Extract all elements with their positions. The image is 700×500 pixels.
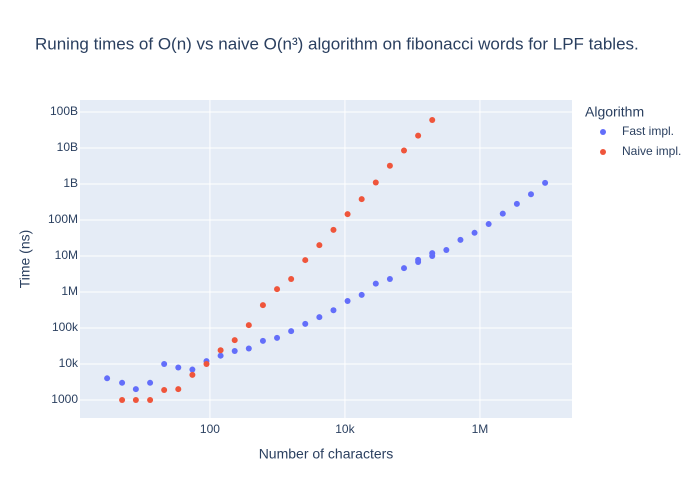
data-point [231,347,238,354]
data-point [231,337,238,344]
x-tick-label: 100 [200,422,220,436]
data-point [288,328,295,335]
data-point [358,291,365,298]
data-point [330,307,337,314]
x-axis-title: Number of characters [259,446,394,462]
data-point [401,147,408,154]
data-point [401,265,408,272]
data-point [119,396,126,403]
data-point [372,179,379,186]
y-tick-label: 10k [59,356,79,370]
data-point [147,379,154,386]
y-tick-label: 100k [52,320,79,334]
data-point [415,256,422,263]
data-point [104,375,111,382]
y-tick-label: 1B [63,176,78,190]
y-tick-label: 1000 [51,392,78,406]
data-point [485,221,492,228]
legend-marker [600,149,606,155]
data-point [358,196,365,203]
data-point [344,298,351,305]
data-point [274,286,281,293]
data-point [189,371,196,378]
data-point [132,386,139,393]
data-point [245,322,252,329]
data-point [316,242,323,249]
data-point [386,162,393,169]
data-point [161,386,168,393]
data-point [274,334,281,341]
data-point [147,396,154,403]
y-tick-label: 10B [57,140,78,154]
data-point [542,179,549,186]
data-point [513,200,520,207]
data-point [415,132,422,139]
data-point [429,250,436,257]
data-point [203,360,210,367]
data-point [344,211,351,218]
data-point [259,302,266,309]
data-point [245,345,252,352]
data-point [443,246,450,253]
data-point [527,191,534,198]
data-point [175,386,182,393]
data-point [302,257,309,264]
data-point [429,116,436,123]
data-point [457,236,464,243]
data-point [499,210,506,217]
data-point [119,379,126,386]
data-point [302,320,309,327]
legend-marker [600,129,606,135]
data-point [288,275,295,282]
legend-label: Fast impl. [622,124,674,138]
x-tick-label: 1M [472,422,489,436]
y-tick-label: 100B [50,104,78,118]
data-point [175,364,182,371]
data-point [386,275,393,282]
y-tick-label: 10M [55,248,78,262]
data-point [217,347,224,354]
legend-label: Naive impl. [622,144,681,158]
x-tick-label: 10k [335,422,355,436]
data-point [316,314,323,321]
legend-title: Algorithm [585,104,644,120]
data-point [471,229,478,236]
data-point [372,280,379,287]
data-point [132,396,139,403]
y-tick-label: 1M [61,284,78,298]
y-tick-label: 100M [48,212,78,226]
y-axis-title: Time (ns) [17,230,33,289]
data-point [161,360,168,367]
data-point [330,226,337,233]
data-point [259,337,266,344]
data-point [189,366,196,373]
chart-title: Runing times of O(n) vs naive O(n³) algo… [35,34,639,53]
data-point [217,352,224,359]
